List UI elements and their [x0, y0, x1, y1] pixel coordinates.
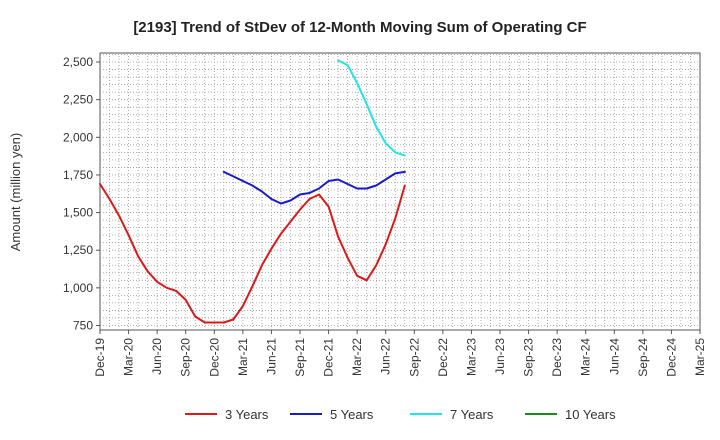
y-tick-label: 1,500: [63, 206, 93, 220]
x-tick-label: Mar-22: [350, 338, 364, 376]
y-axis-label: Amount (million yen): [8, 133, 23, 252]
x-tick-label: Jun-20: [150, 338, 164, 375]
x-tick-label: Dec-23: [550, 338, 564, 377]
grid: [99, 52, 701, 331]
x-tick-label: Mar-23: [464, 338, 478, 376]
legend-label: 10 Years: [565, 407, 616, 422]
x-tick-label: Dec-21: [322, 338, 336, 377]
plot-area: [99, 52, 701, 331]
x-tick-label: Dec-24: [664, 338, 678, 377]
x-tick-label: Mar-21: [236, 338, 250, 376]
x-tick-label: Sep-22: [407, 338, 421, 377]
x-tick-label: Dec-22: [436, 338, 450, 377]
x-tick-label: Jun-24: [607, 338, 621, 375]
y-tick-label: 1,250: [63, 243, 93, 257]
x-tick-label: Sep-24: [636, 338, 650, 377]
x-tick-label: Dec-20: [207, 338, 221, 377]
legend-label: 3 Years: [225, 407, 269, 422]
y-tick-label: 2,000: [63, 130, 93, 144]
x-tick-label: Jun-22: [379, 338, 393, 375]
x-tick-label: Sep-21: [293, 338, 307, 377]
x-tick-label: Dec-19: [93, 338, 107, 377]
y-tick-label: 2,250: [63, 93, 93, 107]
y-tick-label: 1,750: [63, 168, 93, 182]
x-tick-label: Jun-21: [264, 338, 278, 375]
x-tick-label: Jun-23: [493, 338, 507, 375]
series-lines: [99, 59, 406, 324]
x-tick-label: Mar-20: [122, 338, 136, 376]
axes: 750 1,000 1,250 1,500 1,750 2,000 2,250 2,500 De…: [63, 55, 707, 377]
x-tick-label: Sep-23: [522, 338, 536, 377]
chart-title: [2193] Trend of StDev of 12-Month Moving…: [133, 19, 586, 36]
y-tick-label: 750: [73, 318, 93, 332]
x-tick-label: Sep-20: [179, 338, 193, 377]
legend: 3 Years 5 Years 7 Years 10 Years: [185, 407, 616, 422]
legend-label: 7 Years: [450, 407, 494, 422]
series-line-7-years: [337, 59, 406, 157]
series-line-5-years: [222, 170, 406, 205]
legend-label: 5 Years: [330, 407, 374, 422]
x-tick-label: Mar-25: [693, 338, 707, 376]
x-tick-label: Mar-24: [579, 338, 593, 376]
series-line-3-years: [99, 183, 406, 324]
y-tick-label: 1,000: [63, 281, 93, 295]
y-tick-label: 2,500: [63, 55, 93, 69]
